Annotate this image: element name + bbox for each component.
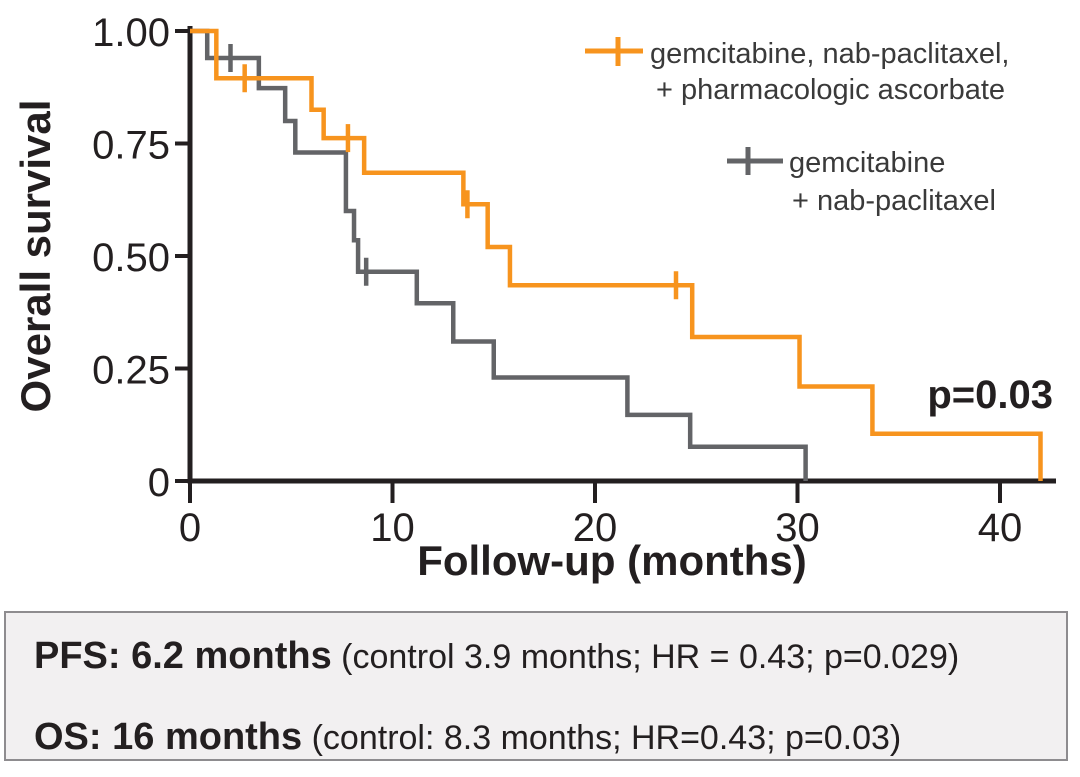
- legend-control-label-line2: + nab-paclitaxel: [792, 185, 996, 217]
- x-axis-title: Follow-up (months): [417, 537, 807, 584]
- legend-treatment-label-line1: gemcitabine, nab-paclitaxel,: [650, 38, 1009, 70]
- legend-control-label-line1: gemcitabine: [789, 147, 945, 179]
- pfs-detail: (control 3.9 months; HR = 0.43; p=0.029): [331, 638, 960, 676]
- stats-box: PFS: 6.2 months (control 3.9 months; HR …: [4, 611, 1068, 761]
- x-tick-label: 20: [573, 506, 618, 550]
- y-tick-label: 0.50: [92, 236, 170, 280]
- km-curve: [190, 28, 808, 481]
- legend-treatment-label-line2: + pharmacologic ascorbate: [656, 74, 1005, 106]
- y-tick-label: 0: [148, 461, 170, 505]
- os-stat-line: OS: 16 months (control: 8.3 months; HR=0…: [34, 716, 901, 759]
- x-tick-label: 30: [775, 506, 820, 550]
- y-tick-label: 0.25: [92, 349, 170, 393]
- km-curve: [190, 28, 1043, 481]
- legend: gemcitabine, nab-paclitaxel, + pharmacol…: [585, 37, 1009, 217]
- os-value: OS: 16 months: [34, 716, 303, 758]
- y-tick-label: 1.00: [92, 11, 170, 55]
- pfs-value: PFS: 6.2 months: [34, 635, 332, 677]
- y-axis-title: Overall survival: [12, 100, 59, 413]
- x-tick-label: 0: [179, 506, 201, 550]
- x-tick-label: 40: [978, 506, 1023, 550]
- km-survival-plot: 0 10 20 30 40 1.00 0.75 0.50 0.25 0 Overall survi…: [12, 11, 1056, 584]
- y-tick-label: 0.75: [92, 124, 170, 168]
- x-tick-label: 10: [370, 506, 415, 550]
- axis-ticks: 0 10 20 30 40 1.00 0.75 0.50 0.25 0: [92, 11, 1022, 550]
- pfs-stat-line: PFS: 6.2 months (control 3.9 months; HR …: [34, 635, 959, 678]
- survival-curves: [190, 28, 1043, 481]
- p-value-annotation: p=0.03: [927, 373, 1053, 417]
- os-detail: (control: 8.3 months; HR=0.43; p=0.03): [302, 719, 902, 757]
